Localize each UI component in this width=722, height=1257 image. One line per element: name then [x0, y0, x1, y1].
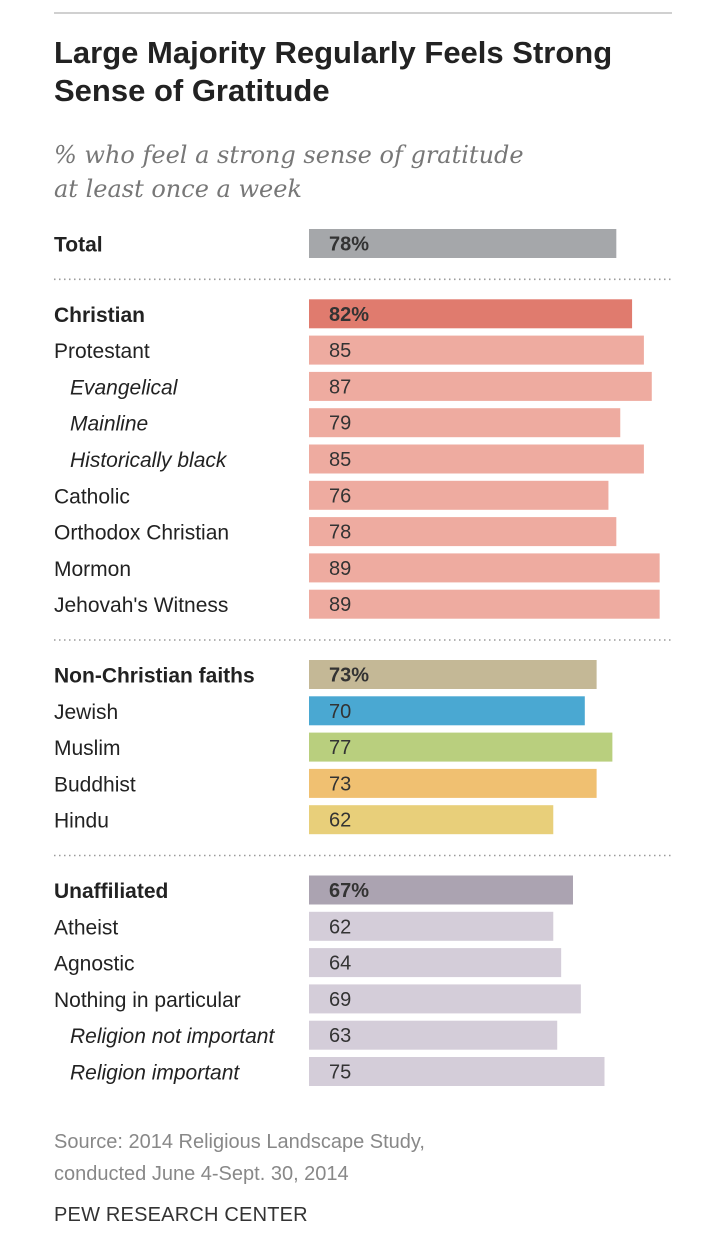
row-label-mormon: Mormon [54, 558, 131, 581]
top-rule [54, 12, 672, 14]
bar-orthodox-christian [309, 517, 617, 547]
bar-mainline [309, 408, 621, 438]
row-label-evangelical: Evangelical [70, 376, 179, 399]
row-label-unaffiliated: Unaffiliated [54, 880, 168, 903]
bar-christian [309, 299, 633, 329]
value-label-orthodox-christian: 78 [329, 522, 351, 544]
row-label-non-christian-faiths: Non-Christian faiths [54, 665, 255, 688]
value-label-jewish: 70 [329, 701, 351, 723]
value-label-hindu: 62 [329, 810, 351, 832]
subtitle-line-2: at least once a week [54, 175, 302, 203]
source-line-1: Source: 2014 Religious Landscape Study, [54, 1131, 425, 1153]
row-label-hindu: Hindu [54, 810, 109, 833]
value-label-buddhist: 73 [329, 773, 351, 795]
bar-historically-black [309, 444, 644, 474]
value-label-mainline: 79 [329, 413, 351, 435]
row-label-catholic: Catholic [54, 485, 130, 508]
value-label-muslim: 77 [329, 737, 351, 759]
row-label-orthodox-christian: Orthodox Christian [54, 522, 229, 545]
value-label-nothing-in-particular: 69 [329, 989, 351, 1011]
bar-non-christian-faiths [309, 660, 597, 689]
bar-religion-important [309, 1057, 605, 1086]
value-label-jehovah-s-witness: 89 [329, 594, 351, 616]
row-label-buddhist: Buddhist [54, 773, 136, 796]
bar-unaffiliated [309, 875, 573, 905]
bar-religion-not-important [309, 1020, 558, 1050]
bar-hindu [309, 805, 554, 835]
bar-jewish [309, 696, 585, 726]
value-label-agnostic: 64 [329, 953, 351, 975]
value-label-christian: 82% [329, 304, 369, 326]
value-label-non-christian-faiths: 73% [329, 665, 369, 687]
bar-mormon [309, 553, 660, 583]
bar-agnostic [309, 948, 562, 978]
value-label-religion-not-important: 63 [329, 1025, 351, 1047]
organization-name: PEW RESEARCH CENTER [54, 1204, 308, 1226]
source-note: Source: 2014 Religious Landscape Study, … [54, 1126, 654, 1190]
bar-protestant [309, 335, 644, 365]
row-label-agnostic: Agnostic [54, 953, 135, 976]
value-label-evangelical: 87 [329, 376, 351, 398]
bar-jehovah-s-witness [309, 589, 660, 619]
value-label-protestant: 85 [329, 340, 351, 362]
row-label-jewish: Jewish [54, 701, 118, 724]
value-label-catholic: 76 [329, 485, 351, 507]
row-label-christian: Christian [54, 304, 145, 327]
source-line-2: conducted June 4-Sept. 30, 2014 [54, 1163, 349, 1185]
bar-catholic [309, 480, 609, 510]
chart-subtitle: % who feel a strong sense of gratitude a… [54, 138, 614, 206]
bar-evangelical [309, 371, 652, 401]
row-label-nothing-in-particular: Nothing in particular [54, 989, 241, 1012]
bar-muslim [309, 732, 613, 762]
value-label-mormon: 89 [329, 558, 351, 580]
value-label-unaffiliated: 67% [329, 880, 369, 902]
row-label-mainline: Mainline [70, 413, 148, 436]
row-label-total: Total [54, 234, 103, 257]
chart-title: Large Majority Regularly Feels Strong Se… [54, 35, 613, 108]
bar-total [309, 229, 617, 258]
bar-atheist [309, 911, 554, 941]
row-label-protestant: Protestant [54, 340, 150, 363]
bar-buddhist [309, 768, 597, 798]
bar-nothing-in-particular [309, 984, 581, 1014]
row-label-muslim: Muslim [54, 737, 121, 760]
row-label-atheist: Atheist [54, 916, 118, 939]
row-label-religion-important: Religion important [70, 1062, 240, 1085]
value-label-atheist: 62 [329, 916, 351, 938]
row-label-jehovah-s-witness: Jehovah's Witness [54, 594, 228, 617]
value-label-historically-black: 85 [329, 449, 351, 471]
value-label-total: 78% [329, 234, 369, 256]
row-label-historically-black: Historically black [70, 449, 228, 472]
value-label-religion-important: 75 [329, 1062, 351, 1084]
subtitle-line-1: % who feel a strong sense of gratitude [54, 141, 524, 169]
row-label-religion-not-important: Religion not important [70, 1025, 275, 1048]
